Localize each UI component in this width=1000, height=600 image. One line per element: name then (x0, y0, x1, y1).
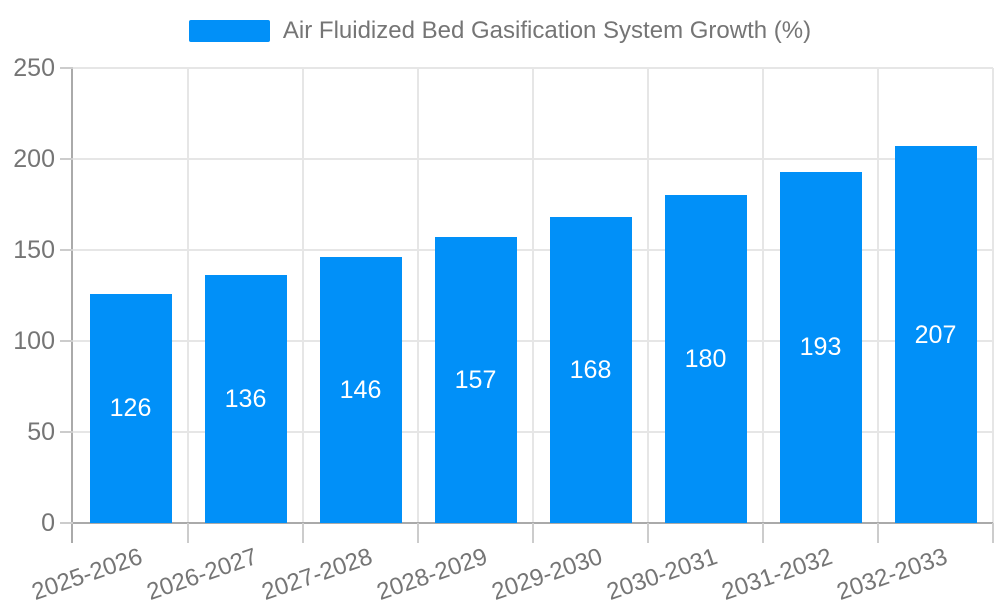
bar[interactable] (319, 257, 402, 523)
grid-line-vertical (532, 68, 534, 523)
legend-label: Air Fluidized Bed Gasification System Gr… (282, 17, 812, 44)
y-tick-label: 150 (13, 236, 55, 264)
y-axis-tick (60, 249, 73, 251)
grid-line-vertical (877, 68, 879, 523)
y-axis-tick (60, 431, 73, 433)
bar[interactable] (664, 195, 747, 523)
y-axis-tick (60, 340, 73, 342)
x-axis-tick (877, 523, 879, 543)
bar[interactable] (779, 171, 862, 523)
x-axis-tick (417, 523, 419, 543)
x-axis-tick (302, 523, 304, 543)
y-tick-label: 250 (13, 54, 55, 82)
bar[interactable] (894, 146, 977, 523)
bar[interactable] (434, 237, 517, 523)
legend-swatch-icon (188, 20, 270, 42)
x-axis-tick (532, 523, 534, 543)
bar[interactable] (549, 217, 632, 523)
grid-line-vertical (302, 68, 304, 523)
y-tick-label: 0 (41, 509, 55, 537)
bar[interactable] (89, 293, 172, 523)
y-axis-line (71, 68, 73, 543)
x-axis-line (60, 522, 993, 524)
y-axis-tick (60, 158, 73, 160)
grid-line-vertical (417, 68, 419, 523)
grid-line-vertical (992, 68, 994, 523)
y-tick-label: 50 (27, 418, 55, 446)
y-axis-tick (60, 67, 73, 69)
x-axis-tick (762, 523, 764, 543)
x-axis-tick (992, 523, 994, 543)
grid-line-vertical (762, 68, 764, 523)
grid-line-vertical (187, 68, 189, 523)
x-axis-tick (647, 523, 649, 543)
y-axis-tick (60, 522, 73, 524)
grid-line-vertical (647, 68, 649, 523)
x-axis-tick (187, 523, 189, 543)
legend-item[interactable]: Air Fluidized Bed Gasification System Gr… (0, 17, 1000, 45)
y-tick-label: 200 (13, 145, 55, 173)
bar[interactable] (204, 275, 287, 523)
y-tick-label: 100 (13, 327, 55, 355)
